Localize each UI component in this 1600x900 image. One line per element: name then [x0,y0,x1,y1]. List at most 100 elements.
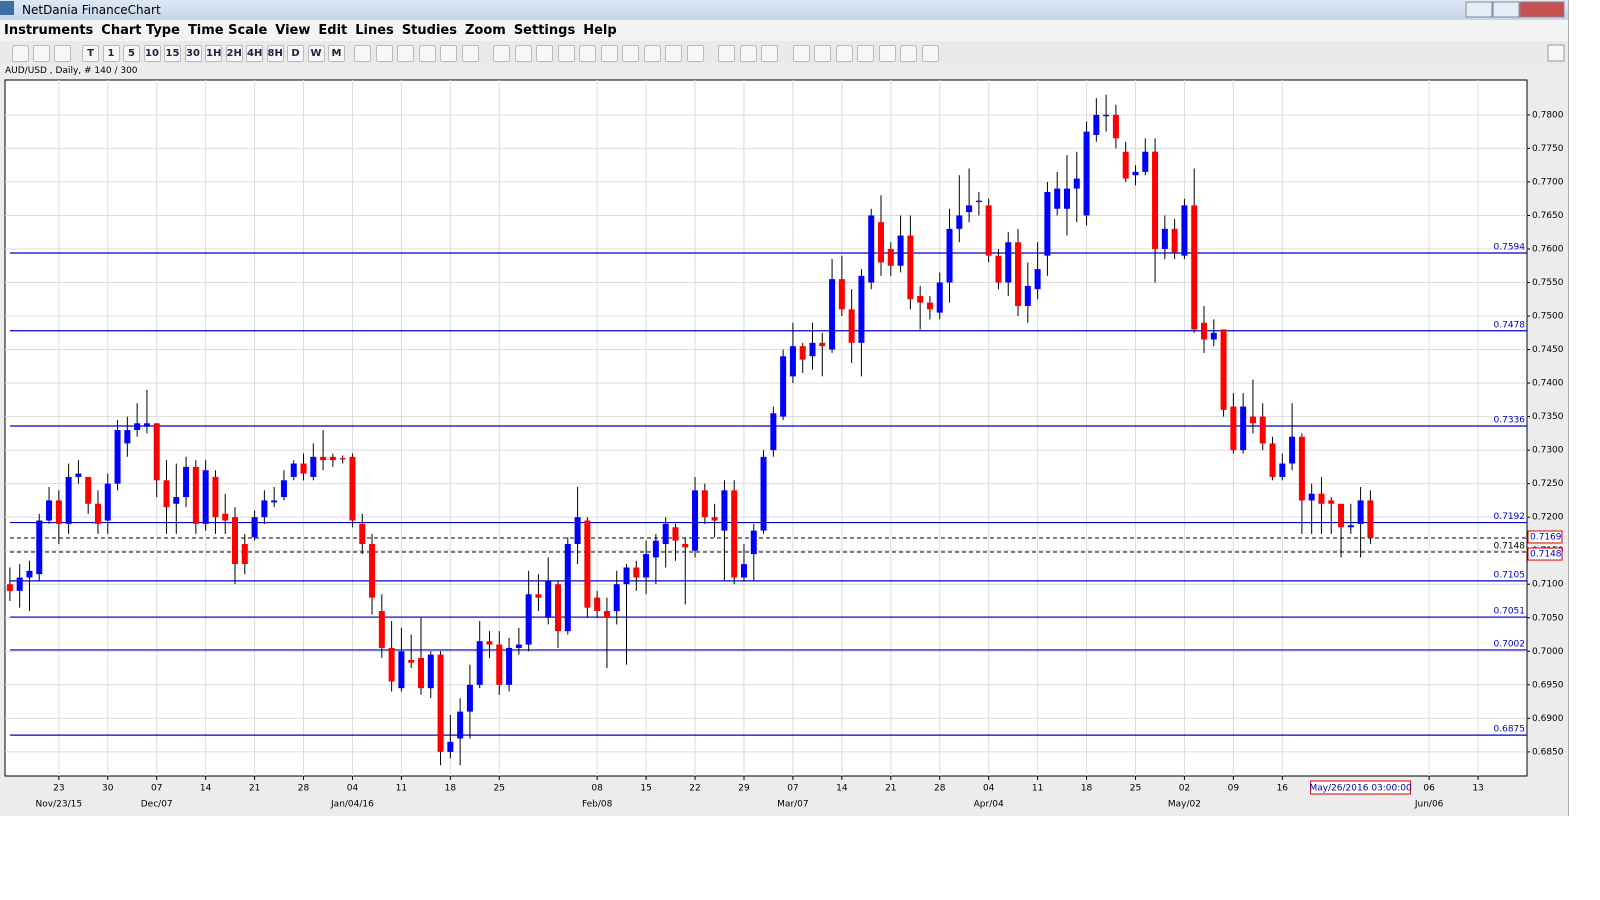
tool-button[interactable] [900,45,917,62]
tool-button[interactable] [792,45,810,62]
tool-button[interactable] [643,45,661,62]
tool-button[interactable] [461,45,479,62]
tool-button[interactable] [397,45,414,62]
menu-item[interactable]: Edit [318,23,348,38]
timescale-button[interactable]: 1 [102,45,120,62]
chart-info: AUD/USD , Daily, # 140 / 300 [5,66,138,76]
tool-button[interactable] [12,45,29,62]
candle-body [936,282,943,313]
x-tick-label: 25 [494,784,505,794]
timescale-button[interactable]: T [82,45,99,62]
tool-button[interactable] [557,45,575,62]
tool-button[interactable] [686,45,704,62]
candle-body [222,513,229,521]
candle-body [153,423,160,481]
tool-button[interactable] [878,45,896,62]
toolbar: T 1 5 10 15 30 1H 2H 4H 8H D W M [0,41,1568,64]
timescale-button[interactable]: M [328,45,345,62]
x-tick-label: 06 [1423,784,1435,794]
tool-button[interactable] [375,45,393,62]
timescale-button[interactable]: 8H [266,45,284,62]
y-tick-label: 0.7550 [1532,278,1564,288]
candle-body [183,466,190,498]
tool-button[interactable] [536,45,553,62]
timescale-button[interactable]: 4H [246,45,263,62]
candle-body [829,279,836,350]
tool-button[interactable] [600,45,618,62]
tool-button[interactable] [622,45,639,62]
candle-body [251,517,258,538]
timescale-button[interactable]: D [287,45,304,62]
y-tick-label: 0.7800 [1532,110,1564,120]
candle-body [740,564,747,578]
candle-body [241,544,248,565]
candle-body [789,346,796,377]
y-tick-label: 0.7750 [1532,144,1564,154]
candle-body [476,641,483,685]
timescale-button[interactable]: W [307,45,325,62]
candle-body [643,554,650,578]
menu-item[interactable]: Chart Type [101,23,180,38]
timescale-button[interactable]: 2H [225,45,243,62]
x-tick-label: 23 [53,784,64,794]
candle-body [1024,285,1031,306]
tool-button[interactable] [835,45,853,62]
tool-button[interactable] [514,45,532,62]
candle-body [926,302,933,310]
candle-body [897,235,904,266]
timescale-button[interactable]: 15 [164,45,181,62]
tool-button[interactable] [718,45,735,62]
minimize-button[interactable] [1465,1,1493,18]
candle-body [94,503,101,524]
menu-item[interactable]: Zoom [464,23,506,38]
maximize-button[interactable] [1492,1,1520,18]
candle-body [124,430,131,444]
candle-body [398,651,405,689]
candle-body [711,517,718,521]
tool-button[interactable] [761,45,778,62]
menu-item[interactable]: Lines [355,23,394,38]
tool-button[interactable] [33,45,50,62]
tool-button[interactable] [665,45,682,62]
candle-body [1367,500,1374,538]
tool-button[interactable] [921,45,939,62]
candle-body [104,483,111,521]
x-tick-label: 04 [983,784,995,794]
candle-body [280,480,287,498]
y-tick-label: 0.7000 [1532,647,1564,657]
timescale-button[interactable]: 1H [205,45,222,62]
tool-button[interactable] [739,45,757,62]
timescale-button[interactable]: 10 [143,45,161,62]
menu-item[interactable]: View [275,23,311,38]
close-button[interactable] [1519,1,1565,18]
tool-button[interactable] [579,45,596,62]
timescale-button[interactable]: 30 [184,45,202,62]
candle-body [349,456,356,521]
candle-body [192,466,199,524]
candle-body [447,741,454,752]
tool-button[interactable] [493,45,510,62]
x-tick-label: 11 [396,784,407,794]
candle-body [300,463,307,474]
menu-item[interactable]: Time Scale [187,23,268,38]
candle-body [613,584,620,612]
menu-item[interactable]: Settings [513,23,576,38]
title-bar: NetDania FinanceChart [0,0,1568,20]
tool-button[interactable] [418,45,436,62]
y-tick-label: 0.7250 [1532,479,1564,489]
menu-item[interactable]: Studies [401,23,457,38]
cursor-label: May/26/2016 03:00:00 [1309,784,1412,794]
timescale-button[interactable]: 5 [123,45,140,62]
tool-button[interactable] [354,45,371,62]
tool-button[interactable] [440,45,457,62]
tool-button[interactable] [54,45,71,62]
menu-item[interactable]: Help [583,23,617,38]
y-tick-label: 0.6850 [1532,747,1564,757]
tool-button[interactable] [814,45,831,62]
tool-button[interactable] [857,45,874,62]
x-tick-label: 09 [1228,784,1240,794]
candle-body [1357,500,1364,524]
side-button[interactable] [1547,44,1565,62]
x-tick-label: 29 [738,784,750,794]
menu-item[interactable]: Instruments [4,23,94,38]
